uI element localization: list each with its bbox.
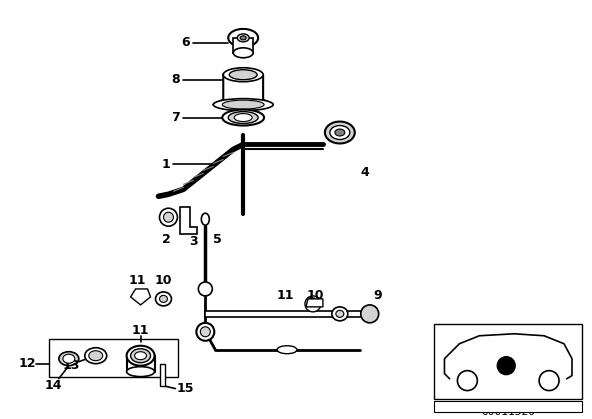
Ellipse shape <box>134 352 147 360</box>
Text: 10: 10 <box>306 290 324 303</box>
Text: 6: 6 <box>181 36 189 49</box>
Ellipse shape <box>131 349 150 363</box>
Text: 11: 11 <box>129 274 146 287</box>
Ellipse shape <box>229 29 258 47</box>
Ellipse shape <box>63 354 75 363</box>
Circle shape <box>198 282 213 296</box>
Polygon shape <box>306 299 323 307</box>
Ellipse shape <box>223 68 263 82</box>
Bar <box>160 364 166 385</box>
Ellipse shape <box>234 114 252 122</box>
Text: 10: 10 <box>155 274 172 287</box>
Ellipse shape <box>336 310 344 317</box>
Circle shape <box>197 323 214 341</box>
Ellipse shape <box>222 110 264 126</box>
Text: 3: 3 <box>189 235 198 248</box>
Text: 9: 9 <box>374 290 382 303</box>
Ellipse shape <box>156 292 172 306</box>
Bar <box>435 401 582 412</box>
Text: 8: 8 <box>171 73 180 86</box>
Ellipse shape <box>127 367 155 377</box>
Text: 5: 5 <box>213 233 221 246</box>
Text: 14: 14 <box>44 379 62 392</box>
Circle shape <box>200 327 210 337</box>
Ellipse shape <box>332 307 348 321</box>
Ellipse shape <box>59 352 79 366</box>
Ellipse shape <box>159 295 168 303</box>
Polygon shape <box>181 207 197 234</box>
Bar <box>205 311 370 317</box>
Ellipse shape <box>201 213 210 225</box>
Ellipse shape <box>240 36 246 40</box>
Ellipse shape <box>237 34 249 42</box>
Ellipse shape <box>213 98 273 111</box>
Circle shape <box>361 305 379 323</box>
Text: 4: 4 <box>361 166 369 179</box>
Ellipse shape <box>89 351 102 361</box>
Text: 15: 15 <box>176 382 194 395</box>
Ellipse shape <box>335 129 345 136</box>
Circle shape <box>497 357 515 375</box>
Ellipse shape <box>229 70 257 80</box>
Ellipse shape <box>85 348 107 364</box>
Circle shape <box>539 371 559 391</box>
Circle shape <box>458 371 477 391</box>
Bar <box>233 38 253 53</box>
Text: 13: 13 <box>62 359 79 372</box>
Text: 1: 1 <box>161 158 170 171</box>
Text: 7: 7 <box>171 111 180 124</box>
Bar <box>435 324 582 398</box>
Ellipse shape <box>127 346 155 366</box>
Text: 2: 2 <box>162 233 171 246</box>
Ellipse shape <box>229 111 258 124</box>
Polygon shape <box>131 289 150 305</box>
Text: 00011520: 00011520 <box>481 406 535 416</box>
Circle shape <box>163 212 173 222</box>
Circle shape <box>305 296 321 312</box>
Text: 12: 12 <box>18 357 36 370</box>
Text: 11: 11 <box>276 290 294 303</box>
Ellipse shape <box>330 126 350 140</box>
Ellipse shape <box>233 48 253 58</box>
Text: 11: 11 <box>132 324 149 337</box>
Ellipse shape <box>222 100 264 109</box>
Circle shape <box>159 208 178 226</box>
Ellipse shape <box>325 122 355 143</box>
Bar <box>49 339 178 377</box>
Ellipse shape <box>277 346 297 354</box>
